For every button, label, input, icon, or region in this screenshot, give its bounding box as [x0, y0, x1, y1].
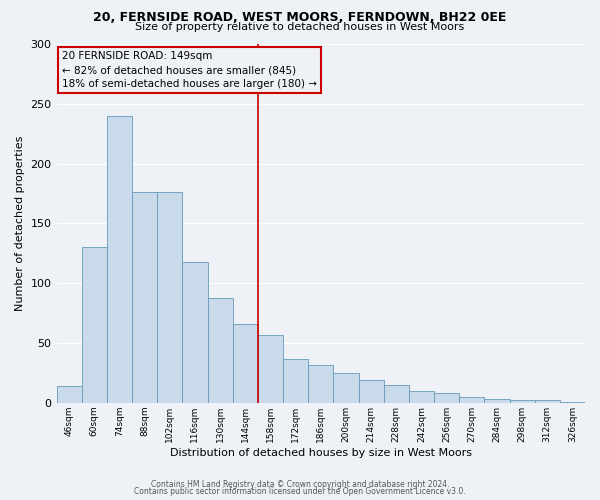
Bar — [132, 192, 157, 403]
Bar — [308, 364, 334, 403]
Bar — [409, 391, 434, 403]
Text: 20, FERNSIDE ROAD, WEST MOORS, FERNDOWN, BH22 0EE: 20, FERNSIDE ROAD, WEST MOORS, FERNDOWN,… — [94, 11, 506, 24]
Bar — [535, 400, 560, 403]
Bar — [157, 192, 182, 403]
Bar — [434, 393, 459, 403]
Text: 20 FERNSIDE ROAD: 149sqm
← 82% of detached houses are smaller (845)
18% of semi-: 20 FERNSIDE ROAD: 149sqm ← 82% of detach… — [62, 51, 317, 89]
Text: Contains HM Land Registry data © Crown copyright and database right 2024.: Contains HM Land Registry data © Crown c… — [151, 480, 449, 489]
Bar — [484, 399, 509, 403]
Bar — [334, 373, 359, 403]
Bar — [459, 397, 484, 403]
Bar — [208, 298, 233, 403]
Bar — [509, 400, 535, 403]
Y-axis label: Number of detached properties: Number of detached properties — [15, 136, 25, 311]
Bar — [56, 386, 82, 403]
Bar — [233, 324, 258, 403]
Bar — [82, 248, 107, 403]
Bar — [560, 402, 585, 403]
Bar — [182, 262, 208, 403]
Bar — [383, 385, 409, 403]
X-axis label: Distribution of detached houses by size in West Moors: Distribution of detached houses by size … — [170, 448, 472, 458]
Bar — [283, 358, 308, 403]
Bar — [258, 334, 283, 403]
Text: Contains public sector information licensed under the Open Government Licence v3: Contains public sector information licen… — [134, 488, 466, 496]
Bar — [359, 380, 383, 403]
Text: Size of property relative to detached houses in West Moors: Size of property relative to detached ho… — [136, 22, 464, 32]
Bar — [107, 116, 132, 403]
